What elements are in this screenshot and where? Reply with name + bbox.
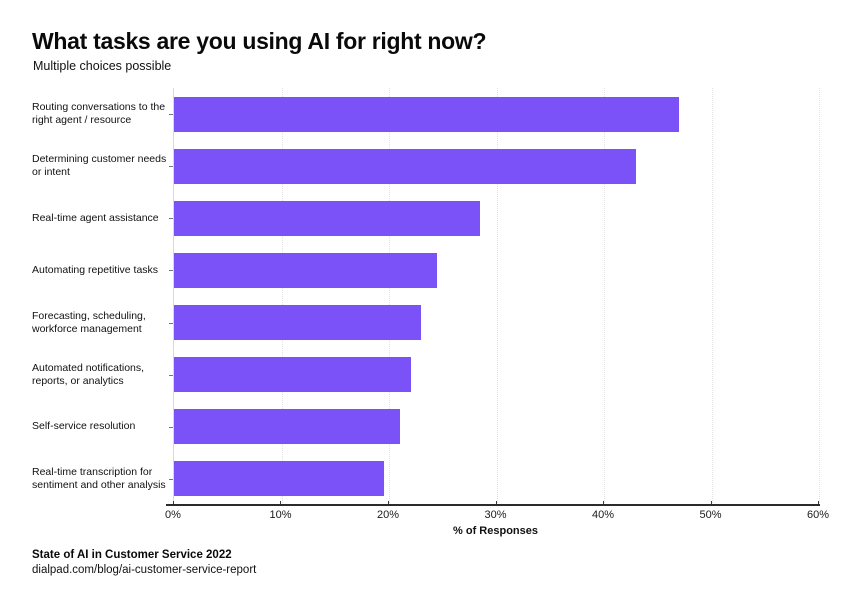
bar-1 [174,96,680,132]
category-label: Forecasting, scheduling, workforce manage… [32,309,146,335]
x-tick-label-20: 20% [376,509,400,521]
y-tick-mark [169,322,173,324]
x-tick-label-40: 40% [591,509,615,521]
bar-row [169,349,819,401]
x-tick-mark-0 [173,501,174,505]
category-label: Real-time agent assistance [32,211,159,224]
y-tick-mark [169,478,173,480]
category-label: Automated notifications, reports, or anal… [32,361,145,387]
y-tick-mark [169,270,173,272]
category-label: Determining customer needs or intent [32,153,167,179]
bar-4 [174,252,438,288]
source-title: State of AI in Customer Service 2022 [32,549,232,561]
category-label: Self-service resolution [32,420,136,433]
y-tick-mark [169,426,173,428]
y-axis-labels: Routing conversations to the right agent … [32,88,170,505]
bar-row [169,453,819,505]
gridline-40 [604,88,605,505]
x-tick-mark-40 [602,501,604,505]
x-tick-mark-20 [387,501,389,505]
x-axis-line [166,504,820,506]
x-tick-mark-30 [495,501,497,505]
x-tick-label-60: 60% [806,509,830,521]
bar-8 [174,461,384,497]
bar-7 [174,409,400,445]
y-tick-mark [169,166,173,168]
bar-row [169,140,819,192]
gridline-50 [711,88,713,505]
x-tick-mark-60 [818,501,819,505]
y-tick-mark [169,114,173,116]
plot-area [169,88,820,505]
x-tick-label-50: 50% [699,509,722,521]
y-tick-mark [169,374,173,376]
source-url: dialpad.com/blog/ai-customer-service-rep… [32,564,257,576]
category-label: Automating repetitive tasks [32,263,159,276]
bar-row [169,88,819,140]
x-tick-mark-50 [710,501,712,505]
gridline-60 [819,88,820,505]
x-tick-label-0: 0% [165,509,181,521]
bar-row [169,297,819,349]
bar-2 [174,148,637,184]
bar-6 [174,357,411,393]
x-axis-label: % of Responses [453,525,538,537]
bar-5 [174,305,422,341]
chart-title: What tasks are you using AI for right no… [32,28,487,54]
bar-row [169,401,819,453]
x-tick-label-10: 10% [269,509,292,521]
category-label: Routing conversations to the right agent … [32,101,166,127]
x-tick-mark-10 [280,501,282,505]
category-label: Real-time transcription for sentiment and… [32,465,166,491]
y-tick-mark [169,218,173,220]
bar-row [169,192,819,244]
chart-subtitle: Multiple choices possible [33,59,172,73]
bar-row [169,244,819,296]
x-tick-label-30: 30% [484,509,507,521]
gridline-20 [389,88,390,505]
x-axis-tick-labels: 0% 10% 20% 30% 40% 50% 60% [165,509,829,523]
gridline-10 [281,88,283,505]
gridline-30 [496,88,498,505]
bar-3 [174,200,481,236]
